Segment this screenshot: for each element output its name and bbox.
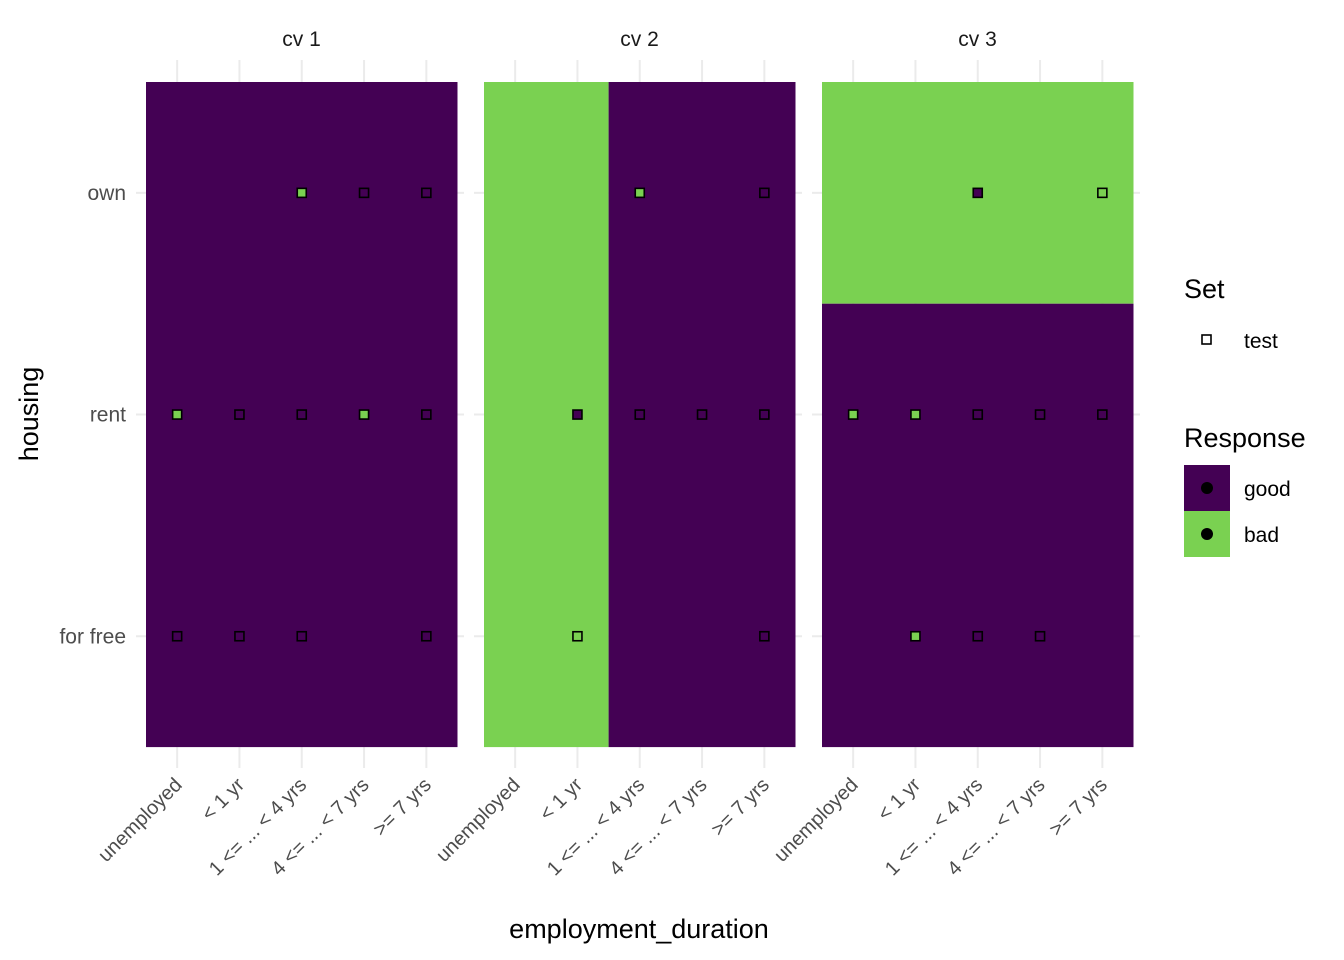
y-tick-label: for free xyxy=(59,625,126,648)
data-point xyxy=(972,630,984,642)
legend-response-label-good: good xyxy=(1244,478,1291,501)
data-point xyxy=(759,630,770,642)
data-point xyxy=(634,409,646,420)
heatmap-region-bad xyxy=(484,82,609,748)
data-point xyxy=(1034,409,1046,420)
facet-strips: cv 1 cv 2 cv 3 xyxy=(282,28,997,51)
x-axis-title: employment_duration xyxy=(509,914,769,944)
legend: Set test Response good bad xyxy=(1184,274,1306,557)
y-axis-ticks: own rent for free xyxy=(59,182,126,648)
data-point xyxy=(1097,409,1108,420)
facet-strip-label: cv 3 xyxy=(958,28,997,51)
data-point xyxy=(421,409,432,420)
data-point xyxy=(910,630,921,642)
data-point xyxy=(358,409,370,420)
data-point xyxy=(972,409,984,420)
legend-response-title: Response xyxy=(1184,423,1306,453)
legend-response-dot-bad xyxy=(1201,528,1213,540)
data-point xyxy=(696,409,708,420)
x-tick-label: < 1 yr xyxy=(874,774,926,826)
x-tick-label: < 1 yr xyxy=(536,774,588,826)
x-tick-label: >= 7 yrs xyxy=(707,774,774,841)
data-point xyxy=(421,630,432,642)
data-point xyxy=(847,409,859,420)
y-axis-title: housing xyxy=(14,367,44,462)
x-tick-label: >= 7 yrs xyxy=(1045,774,1112,841)
data-point xyxy=(759,187,770,199)
data-point xyxy=(572,630,583,642)
x-tick-label: < 1 yr xyxy=(198,774,250,826)
data-point xyxy=(296,630,308,642)
x-tick-label: unemployed xyxy=(770,774,863,867)
data-point xyxy=(972,187,984,199)
x-tick-label: unemployed xyxy=(94,774,187,867)
data-point xyxy=(1097,187,1108,199)
data-point xyxy=(759,409,770,420)
data-point xyxy=(572,409,583,420)
facet-strip-label: cv 1 xyxy=(282,28,321,51)
data-point xyxy=(1034,630,1046,642)
x-tick-label: >= 7 yrs xyxy=(369,774,436,841)
legend-set-key-test xyxy=(1201,334,1212,345)
y-tick-label: own xyxy=(87,182,126,205)
data-point xyxy=(171,409,183,420)
facet-strip-label: cv 2 xyxy=(620,28,659,51)
data-point xyxy=(296,187,308,199)
data-point xyxy=(634,187,646,199)
data-point xyxy=(358,187,370,199)
data-point xyxy=(171,630,183,642)
legend-response-label-bad: bad xyxy=(1244,524,1279,547)
data-point xyxy=(421,187,432,199)
data-point xyxy=(296,409,308,420)
data-point xyxy=(234,409,245,420)
point-layer xyxy=(171,187,1108,642)
y-tick-label: rent xyxy=(90,404,126,427)
heatmap-region-good xyxy=(822,303,1134,748)
legend-set-title: Set xyxy=(1184,274,1225,304)
legend-set-label-test: test xyxy=(1244,330,1278,353)
legend-response-dot-good xyxy=(1201,482,1213,494)
x-tick-label: unemployed xyxy=(432,774,525,867)
data-point xyxy=(910,409,921,420)
data-point xyxy=(234,630,245,642)
